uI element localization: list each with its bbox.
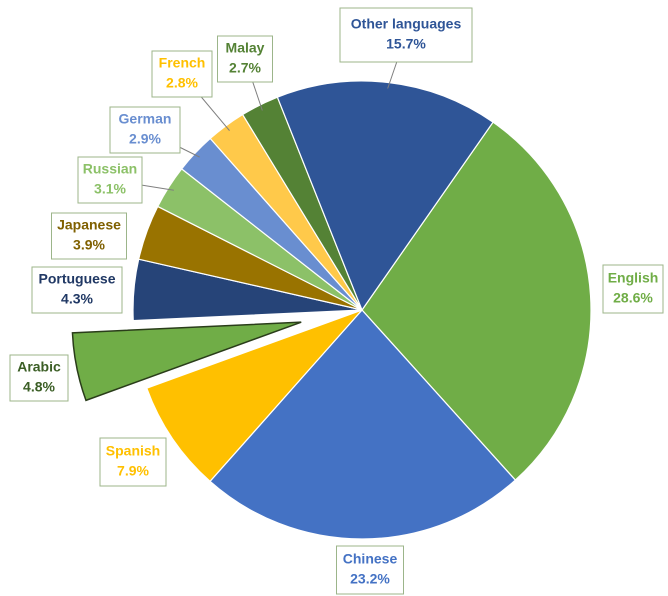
data-label: German 2.9% [109,106,181,154]
data-label: Russian 3.1% [77,156,143,204]
label-box [151,50,213,98]
label-box [217,35,273,83]
category-label: Chinese [343,551,398,567]
label-box [339,7,473,63]
data-label: Chinese 23.2% [336,545,404,595]
pie-slice [276,80,494,312]
category-label: Russian [83,161,137,177]
value-label: 4.3% [61,291,93,307]
data-label: Other languages 15.7% [339,7,473,63]
category-label: French [159,55,206,71]
data-label: Spanish 7.9% [99,437,167,487]
category-label: Japanese [57,217,121,233]
category-label: Arabic [17,359,61,375]
category-label: Other languages [351,16,462,32]
category-label: German [119,111,172,127]
label-box [31,266,123,314]
value-label: 28.6% [613,290,653,306]
category-label: Malay [226,40,265,56]
label-box [109,106,181,154]
data-label: English 28.6% [602,264,664,314]
label-box [602,264,664,314]
label-box [99,437,167,487]
label-box [77,156,143,204]
category-label: Portuguese [38,271,115,287]
value-label: 3.9% [73,237,105,253]
category-label: English [608,270,659,286]
label-box [336,545,404,595]
value-label: 23.2% [350,571,390,587]
category-label: Spanish [106,443,160,459]
pie-slice [361,121,592,481]
value-label: 7.9% [117,463,149,479]
data-label: Malay 2.7% [217,35,273,83]
pie-slice [71,321,302,402]
value-label: 3.1% [94,181,126,197]
label-box [51,212,127,260]
value-label: 4.8% [23,379,55,395]
value-label: 15.7% [386,36,426,52]
data-label: Portuguese 4.3% [31,266,123,314]
value-label: 2.7% [229,60,261,76]
value-label: 2.8% [166,75,198,91]
pie-slice [145,309,363,483]
data-label: Arabic 4.8% [9,354,69,402]
data-label: French 2.8% [151,50,213,98]
value-label: 2.9% [129,131,161,147]
pie-slice [209,309,517,540]
data-label: Japanese 3.9% [51,212,127,260]
label-box [9,354,69,402]
